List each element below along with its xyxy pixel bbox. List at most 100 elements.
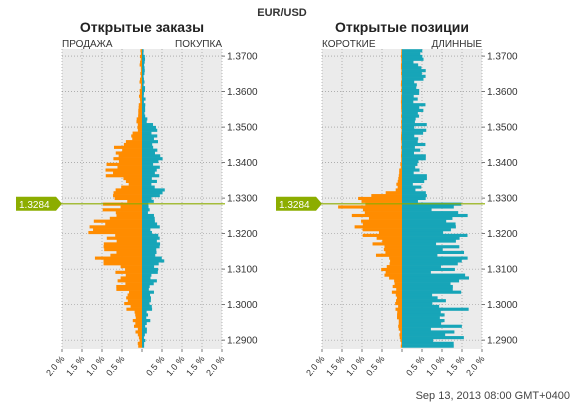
- left-bar: [385, 270, 402, 274]
- x-tick-label: 1.5 %: [444, 354, 466, 378]
- left-bar: [401, 111, 402, 115]
- left-bar: [103, 262, 142, 266]
- left-bar: [396, 299, 402, 303]
- left-bar: [113, 191, 142, 195]
- right-bar: [142, 228, 151, 232]
- left-bar: [361, 199, 402, 203]
- left-bar: [93, 228, 142, 232]
- left-bar: [116, 287, 142, 291]
- right-bar: [142, 233, 159, 237]
- left-bar: [401, 54, 402, 59]
- left-bar: [398, 174, 402, 178]
- right-bar: [402, 123, 427, 127]
- right-bar: [142, 196, 152, 201]
- left-bar: [137, 125, 142, 130]
- x-tick-label: 1.0 %: [84, 354, 106, 378]
- left-bar: [139, 91, 142, 95]
- left-bar: [131, 134, 142, 138]
- left-bar: [138, 344, 142, 348]
- right-bar: [142, 123, 154, 127]
- right-bar: [142, 225, 160, 229]
- right-bar: [402, 336, 464, 340]
- right-bar: [142, 128, 158, 132]
- timestamp: Sep 13, 2013 08:00 GMT+0400: [416, 390, 570, 402]
- right-bar: [142, 282, 154, 286]
- left-bar: [109, 216, 142, 220]
- right-bar: [142, 287, 149, 291]
- right-bar: [402, 270, 431, 274]
- left-bar: [398, 324, 402, 328]
- right-bar: [142, 262, 159, 266]
- right-bar: [402, 182, 413, 186]
- left-bar: [140, 83, 142, 87]
- left-bar: [114, 196, 142, 201]
- y-tick-label: 1.2900: [227, 336, 258, 347]
- right-bar: [402, 80, 415, 84]
- left-bar: [400, 66, 402, 70]
- right-bar: [142, 97, 146, 101]
- left-bar: [118, 154, 142, 158]
- left-bar: [140, 60, 142, 64]
- x-tick-label: 1.0 %: [164, 354, 186, 378]
- right-bar: [142, 157, 163, 161]
- right-bar: [402, 338, 434, 343]
- left-bar: [120, 276, 142, 280]
- left-bar: [105, 222, 142, 226]
- right-bar: [402, 52, 421, 56]
- left-bar: [113, 157, 142, 161]
- right-bar: [402, 57, 424, 61]
- left-bar: [136, 120, 142, 124]
- right-bar: [402, 103, 426, 107]
- left-bar: [395, 301, 402, 306]
- right-bar: [402, 333, 446, 337]
- right-bar: [402, 174, 427, 178]
- right-bar: [402, 177, 427, 181]
- left-bar: [401, 91, 402, 95]
- right-bar: [402, 242, 437, 246]
- y-tick-label: 1.3600: [227, 87, 258, 98]
- left-bar: [400, 100, 402, 104]
- right-bar: [402, 140, 418, 144]
- right-bar: [402, 137, 419, 141]
- right-bar: [142, 63, 145, 67]
- left-bar: [397, 185, 402, 189]
- right-bar: [402, 245, 460, 249]
- right-bar: [142, 182, 152, 186]
- right-bar: [402, 154, 426, 158]
- left-bar: [396, 182, 402, 186]
- left-bar: [113, 145, 142, 149]
- right-bar: [402, 74, 426, 78]
- left-bar: [125, 267, 142, 272]
- right-bar: [402, 253, 438, 257]
- left-bar: [134, 324, 142, 328]
- left-bar: [94, 256, 142, 260]
- left-bar: [362, 233, 402, 237]
- left-bar: [375, 253, 402, 257]
- left-bar: [140, 66, 142, 70]
- left-bar: [362, 208, 402, 212]
- right-bar: [402, 233, 468, 237]
- right-bar: [402, 60, 414, 64]
- left-bar: [125, 282, 142, 286]
- y-tick-label: 1.3300: [227, 194, 258, 205]
- right-bar: [402, 316, 440, 320]
- right-bar: [142, 77, 144, 81]
- left-bar: [396, 287, 402, 291]
- left-bar: [130, 304, 142, 308]
- left-bar: [139, 63, 142, 67]
- left-bar: [115, 188, 142, 192]
- left-bar: [401, 74, 402, 78]
- left-bar: [401, 148, 402, 152]
- open-orders-panel: Открытые заказы ПРОДАЖА ПОКУПКА 1.3700 1.360…: [16, 19, 258, 378]
- left-bar: [104, 248, 142, 252]
- left-bar: [389, 276, 402, 280]
- right-bar: [402, 205, 454, 209]
- left-bar: [364, 211, 402, 215]
- left-bar: [338, 205, 402, 209]
- left-bar: [401, 341, 402, 345]
- right-bar: [142, 290, 154, 294]
- left-bar: [116, 250, 142, 255]
- panel-title: Открытые позиции: [335, 19, 469, 35]
- left-bar: [397, 313, 402, 317]
- right-bar: [402, 69, 426, 73]
